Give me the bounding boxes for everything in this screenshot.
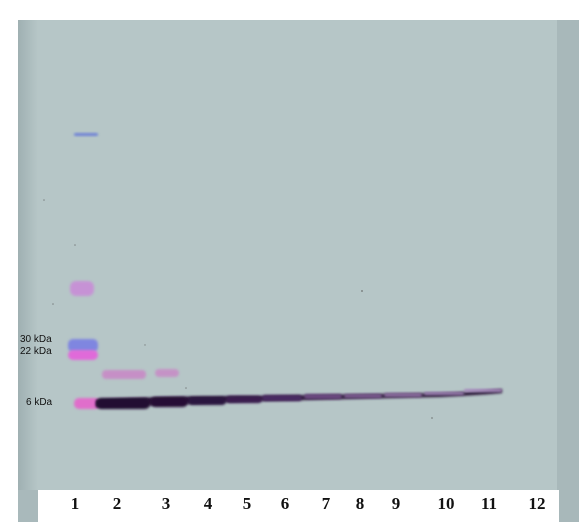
main-band-6kda: [96, 389, 502, 409]
lane-number-row: [38, 490, 559, 522]
membrane-right-edge: [557, 20, 579, 522]
speck: [431, 417, 433, 419]
band-segment-lane-3: [150, 397, 188, 407]
marker-label-22kda: 22 kDa: [20, 346, 52, 357]
band-segment-lane-7: [304, 394, 342, 399]
ladder-band-22kda: [68, 350, 98, 360]
band-segment-lane-4: [188, 397, 226, 405]
secondary-bands: [102, 369, 179, 379]
secondary-band-lane-3: [155, 369, 179, 377]
lane-number-2: 2: [112, 494, 122, 513]
lane-number-4: 4: [203, 494, 213, 513]
band-segment-lane-10: [424, 392, 464, 395]
lane-number-12: 12: [528, 494, 546, 513]
membrane-left-edge: [18, 20, 38, 522]
marker-label-30kda: 30 kDa: [20, 334, 52, 345]
speck: [361, 290, 363, 292]
speck: [52, 303, 54, 305]
band-segment-lane-6: [262, 395, 302, 401]
lane-number-5: 5: [242, 494, 252, 513]
lane-number-11: 11: [480, 494, 498, 513]
lane-number-6: 6: [280, 494, 290, 513]
ladder-band-6kda: [74, 398, 100, 409]
lane-number-8: 8: [355, 494, 365, 513]
band-segment-lane-11: [464, 389, 502, 392]
marker-label-6kda: 6 kDa: [26, 397, 53, 408]
band-segment-lane-5: [226, 396, 262, 403]
lane-number-7: 7: [321, 494, 331, 513]
speck: [43, 199, 45, 201]
lane-number-1: 1: [70, 494, 80, 513]
lane-number-3: 3: [161, 494, 171, 513]
band-segment-lane-9: [384, 393, 422, 397]
speck: [185, 387, 187, 389]
ladder-band-upper-pink: [70, 281, 94, 296]
ladder-lane-1: [68, 133, 100, 409]
lane-number-9: 9: [391, 494, 401, 513]
band-segment-lane-2: [96, 398, 150, 409]
speck: [144, 344, 146, 346]
secondary-band-lane-2: [102, 370, 146, 379]
membrane-background: [18, 20, 579, 490]
ladder-band-30kda: [68, 339, 98, 352]
speck: [74, 244, 76, 246]
ladder-band-top: [74, 133, 98, 136]
membrane-bottom-left: [18, 490, 38, 522]
band-segment-lane-8: [344, 394, 382, 398]
lane-number-10: 10: [437, 494, 455, 513]
membrane-specks: [43, 199, 433, 419]
